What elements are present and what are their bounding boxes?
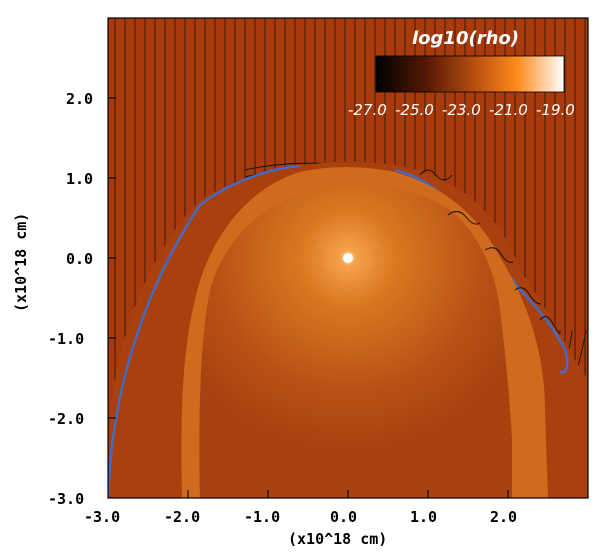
instability-eddies — [419, 169, 561, 335]
y-tick-labels: 2.0 1.0 0.0 -1.0 -2.0 -3.0 — [48, 90, 93, 508]
shear-layer-left — [108, 164, 301, 498]
x-tick-labels: -3.0 -2.0 -1.0 0.0 1.0 2.0 — [84, 508, 517, 526]
y-tick-label: 1.0 — [66, 170, 93, 188]
x-tick-label: -1.0 — [244, 508, 280, 526]
x-axis-label: (x10^18 cm) — [288, 530, 387, 548]
axis-ticks — [107, 97, 509, 498]
colorbar-tick: -23.0 — [442, 101, 481, 119]
y-tick-label: 0.0 — [66, 250, 93, 268]
x-tick-label: -2.0 — [164, 508, 200, 526]
y-tick-label: 2.0 — [66, 90, 93, 108]
x-tick-label: 2.0 — [490, 508, 517, 526]
colorbar-tick: -21.0 — [489, 101, 528, 119]
density-map — [108, 18, 588, 498]
colorbar: log10(rho) -27.0 -25.0 -23.0 -21.0 -19.0 — [348, 28, 575, 119]
bubble-inner — [199, 186, 512, 498]
x-tick-label: 1.0 — [410, 508, 437, 526]
y-tick-label: -2.0 — [48, 410, 84, 428]
y-tick-label: -3.0 — [48, 490, 84, 508]
colorbar-tick: -19.0 — [536, 101, 575, 119]
colorbar-tick: -27.0 — [348, 101, 387, 119]
colorbar-tick: -25.0 — [395, 101, 434, 119]
central-source — [343, 253, 353, 263]
y-axis-label: (x10^18 cm) — [12, 213, 30, 312]
colorbar-gradient — [375, 55, 565, 93]
y-tick-label: -1.0 — [48, 330, 84, 348]
x-tick-label: -3.0 — [84, 508, 120, 526]
x-tick-label: 0.0 — [330, 508, 357, 526]
colorbar-title: log10(rho) — [412, 28, 519, 49]
